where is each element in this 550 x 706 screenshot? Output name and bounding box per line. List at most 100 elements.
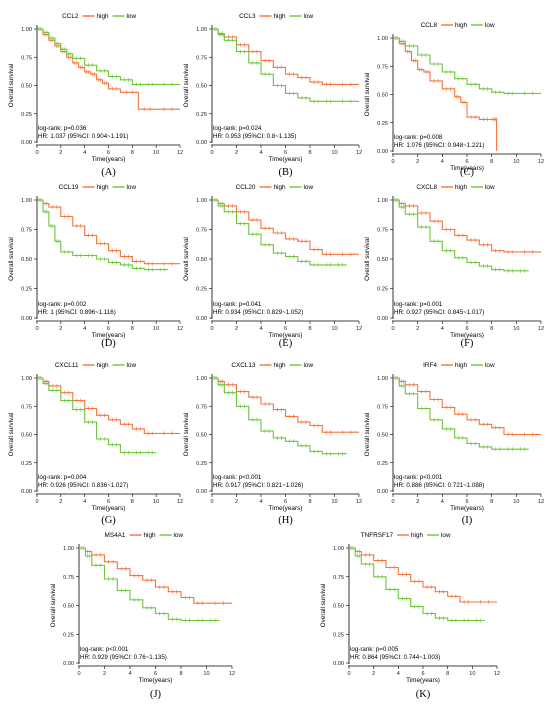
panel-cxcl13: 0.00 0.25 0.50 0.75 1.00 0 2 4 6 8 10 12 Time(years)… (183, 362, 362, 526)
legend-high-label: high (274, 184, 287, 191)
y-tick-label: 0.75 (196, 228, 207, 234)
y-tick-label: 0.50 (63, 604, 74, 610)
panel-ccl3: 0.00 0.25 0.50 0.75 1.00 0 2 4 6 8 10 12 Time(years)… (183, 13, 362, 178)
legend-high-label: high (411, 532, 424, 539)
km-curve-low (79, 547, 220, 622)
x-tick-label: 4 (259, 499, 262, 505)
legend-high-label: high (274, 13, 287, 20)
km-curve-high (37, 377, 180, 434)
logrank-text: log-rank: p=0.008 (394, 134, 443, 141)
legend-low-label: low (304, 184, 314, 191)
legend-title: CCL2 (62, 13, 79, 20)
panel-ccl2: 0.00 0.25 0.50 0.75 1.00 0 2 4 6 8 10 12 Time(years)… (8, 13, 183, 178)
legend-low-label: low (485, 184, 495, 191)
x-axis-label: Time(years) (269, 505, 303, 512)
x-tick-label: 2 (235, 326, 238, 332)
km-curve-high (393, 377, 541, 436)
x-axis-label: Time(years) (406, 677, 440, 684)
x-tick-label: 12 (494, 671, 500, 677)
legend-title: IRF4 (423, 362, 437, 369)
logrank-text: log-rank: p<0.001 (394, 474, 443, 481)
y-tick-label: 0.25 (21, 287, 32, 293)
x-tick-label: 10 (513, 499, 519, 505)
x-tick-label: 0 (35, 326, 38, 332)
logrank-text: log-rank: p=0.004 (38, 474, 87, 481)
km-curve-low (393, 377, 529, 450)
x-tick-label: 0 (35, 150, 38, 156)
x-axis-label: Time(years) (450, 165, 484, 172)
x-tick-label: 10 (513, 326, 519, 332)
y-tick-label: 0.75 (63, 575, 74, 581)
hr-text: HR: 0.917 (95%CI: 0.821~1.026) (213, 482, 303, 489)
x-tick-label: 10 (513, 159, 519, 165)
x-tick-label: 8 (308, 326, 311, 332)
x-tick-label: 6 (421, 671, 424, 677)
y-tick-label: 1.00 (196, 27, 207, 33)
y-tick-label: 0.50 (21, 257, 32, 263)
y-tick-label: 0.00 (196, 316, 207, 322)
y-tick-label: 0.25 (377, 461, 388, 467)
y-tick-label: 1.00 (196, 198, 207, 204)
x-tick-label: 2 (416, 159, 419, 165)
x-tick-label: 6 (284, 326, 287, 332)
y-tick-label: 0.75 (21, 55, 32, 61)
x-axis-label: Time(years) (92, 332, 126, 339)
logrank-text: log-rank: p=0.005 (350, 646, 399, 653)
x-tick-label: 4 (83, 326, 86, 332)
x-tick-label: 2 (59, 150, 62, 156)
km-curve-low (212, 199, 347, 266)
x-tick-label: 6 (107, 150, 110, 156)
hr-text: HR: 0.934 (95%CI: 0.829~1.052) (213, 309, 303, 316)
legend-title: CCL19 (59, 184, 79, 191)
x-tick-label: 6 (284, 499, 287, 505)
legend-low-label: low (127, 362, 137, 369)
y-tick-label: 1.00 (21, 27, 32, 33)
x-tick-label: 12 (356, 326, 362, 332)
y-tick-label: 0.00 (377, 149, 388, 155)
legend-title: CCL3 (239, 13, 256, 20)
x-tick-label: 6 (465, 159, 468, 165)
x-tick-label: 4 (83, 499, 86, 505)
legend-high-label: high (97, 13, 110, 20)
y-tick-label: 0.25 (63, 632, 74, 638)
x-tick-label: 6 (107, 326, 110, 332)
y-tick-label: 1.00 (21, 376, 32, 382)
x-tick-label: 8 (131, 499, 134, 505)
km-curve-high (212, 28, 359, 85)
x-tick-label: 2 (235, 150, 238, 156)
y-tick-label: 0.25 (333, 632, 344, 638)
logrank-text: log-rank: p=0.041 (213, 301, 262, 308)
y-axis-label: Overall survival (364, 73, 371, 117)
x-tick-label: 6 (284, 150, 287, 156)
y-tick-label: 0.50 (377, 433, 388, 439)
x-tick-label: 8 (308, 499, 311, 505)
x-tick-label: 10 (331, 326, 337, 332)
y-axis-label: Overall survival (364, 413, 371, 457)
x-tick-label: 10 (203, 671, 209, 677)
legend-title: MS4A1 (105, 532, 126, 539)
y-tick-label: 0.75 (21, 228, 32, 234)
y-tick-label: 0.00 (333, 661, 344, 667)
y-tick-label: 0.75 (333, 575, 344, 581)
x-axis-label: Time(years) (269, 332, 303, 339)
y-axis-label: Overall survival (183, 64, 190, 108)
y-tick-label: 0.00 (196, 489, 207, 495)
x-tick-label: 2 (59, 499, 62, 505)
y-tick-label: 0.00 (63, 661, 74, 667)
logrank-text: log-rank: p=0.024 (213, 125, 262, 132)
panel-label: (B) (279, 167, 294, 178)
x-tick-label: 2 (416, 326, 419, 332)
y-tick-label: 0.75 (377, 404, 388, 410)
y-tick-label: 0.25 (196, 287, 207, 293)
y-tick-label: 0.50 (196, 433, 207, 439)
y-axis-label: Overall survival (8, 413, 15, 457)
panel-ccl8: 0.00 0.25 0.50 0.75 1.00 0 2 4 6 8 10 12 Time(years)… (364, 22, 544, 178)
x-tick-label: 8 (490, 326, 493, 332)
x-tick-label: 6 (465, 499, 468, 505)
x-tick-label: 2 (372, 671, 375, 677)
km-curve-high (37, 28, 180, 110)
y-tick-label: 0.75 (196, 404, 207, 410)
legend-low-label: low (304, 362, 314, 369)
legend-title: CXCL11 (55, 362, 79, 369)
legend-high-label: high (274, 362, 287, 369)
